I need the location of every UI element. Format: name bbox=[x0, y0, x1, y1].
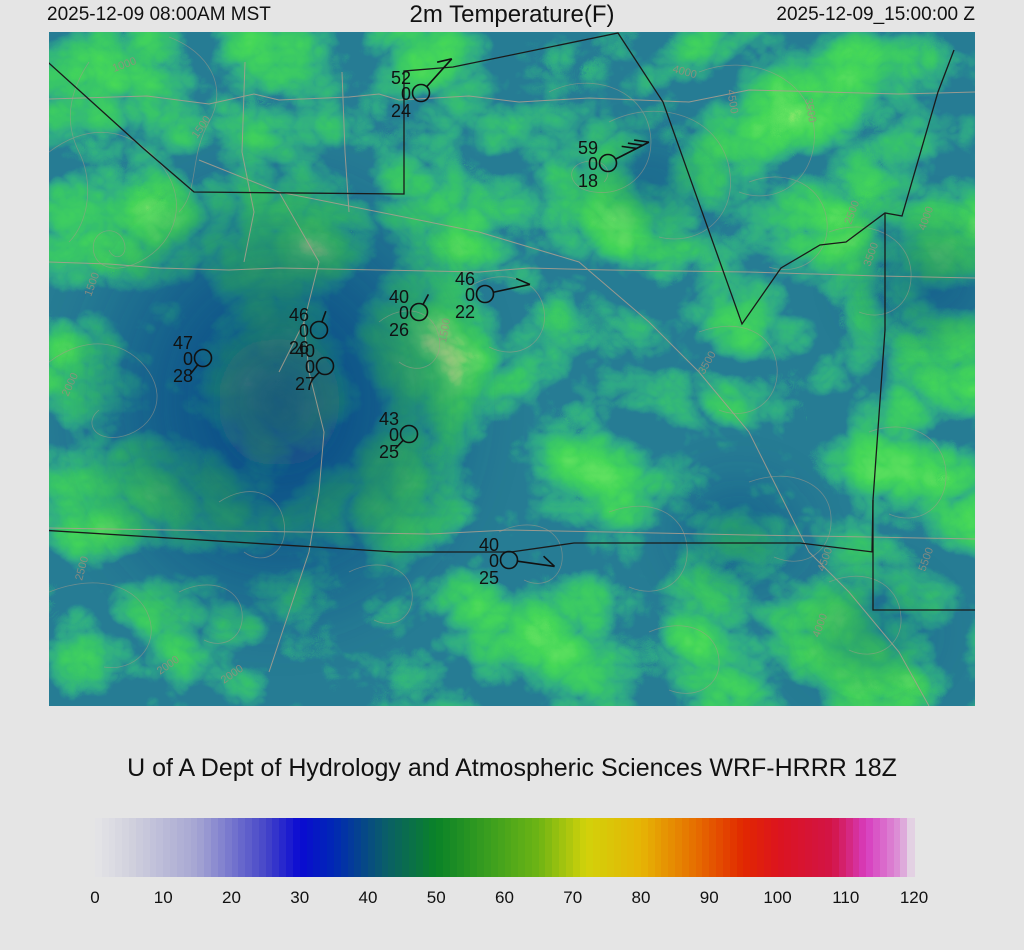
svg-text:25: 25 bbox=[479, 568, 499, 588]
svg-text:0: 0 bbox=[401, 84, 411, 104]
svg-text:0: 0 bbox=[399, 303, 409, 323]
svg-text:26: 26 bbox=[389, 320, 409, 340]
svg-text:0: 0 bbox=[465, 285, 475, 305]
svg-text:0: 0 bbox=[588, 154, 598, 174]
svg-text:0: 0 bbox=[305, 357, 315, 377]
svg-text:0: 0 bbox=[389, 425, 399, 445]
svg-text:0: 0 bbox=[299, 321, 309, 341]
svg-text:27: 27 bbox=[295, 374, 315, 394]
svg-text:22: 22 bbox=[455, 302, 475, 322]
svg-text:25: 25 bbox=[379, 442, 399, 462]
svg-text:0: 0 bbox=[183, 349, 193, 369]
svg-text:28: 28 bbox=[173, 366, 193, 386]
svg-text:0: 0 bbox=[489, 551, 499, 571]
svg-text:18: 18 bbox=[578, 171, 598, 191]
svg-text:24: 24 bbox=[391, 101, 411, 121]
